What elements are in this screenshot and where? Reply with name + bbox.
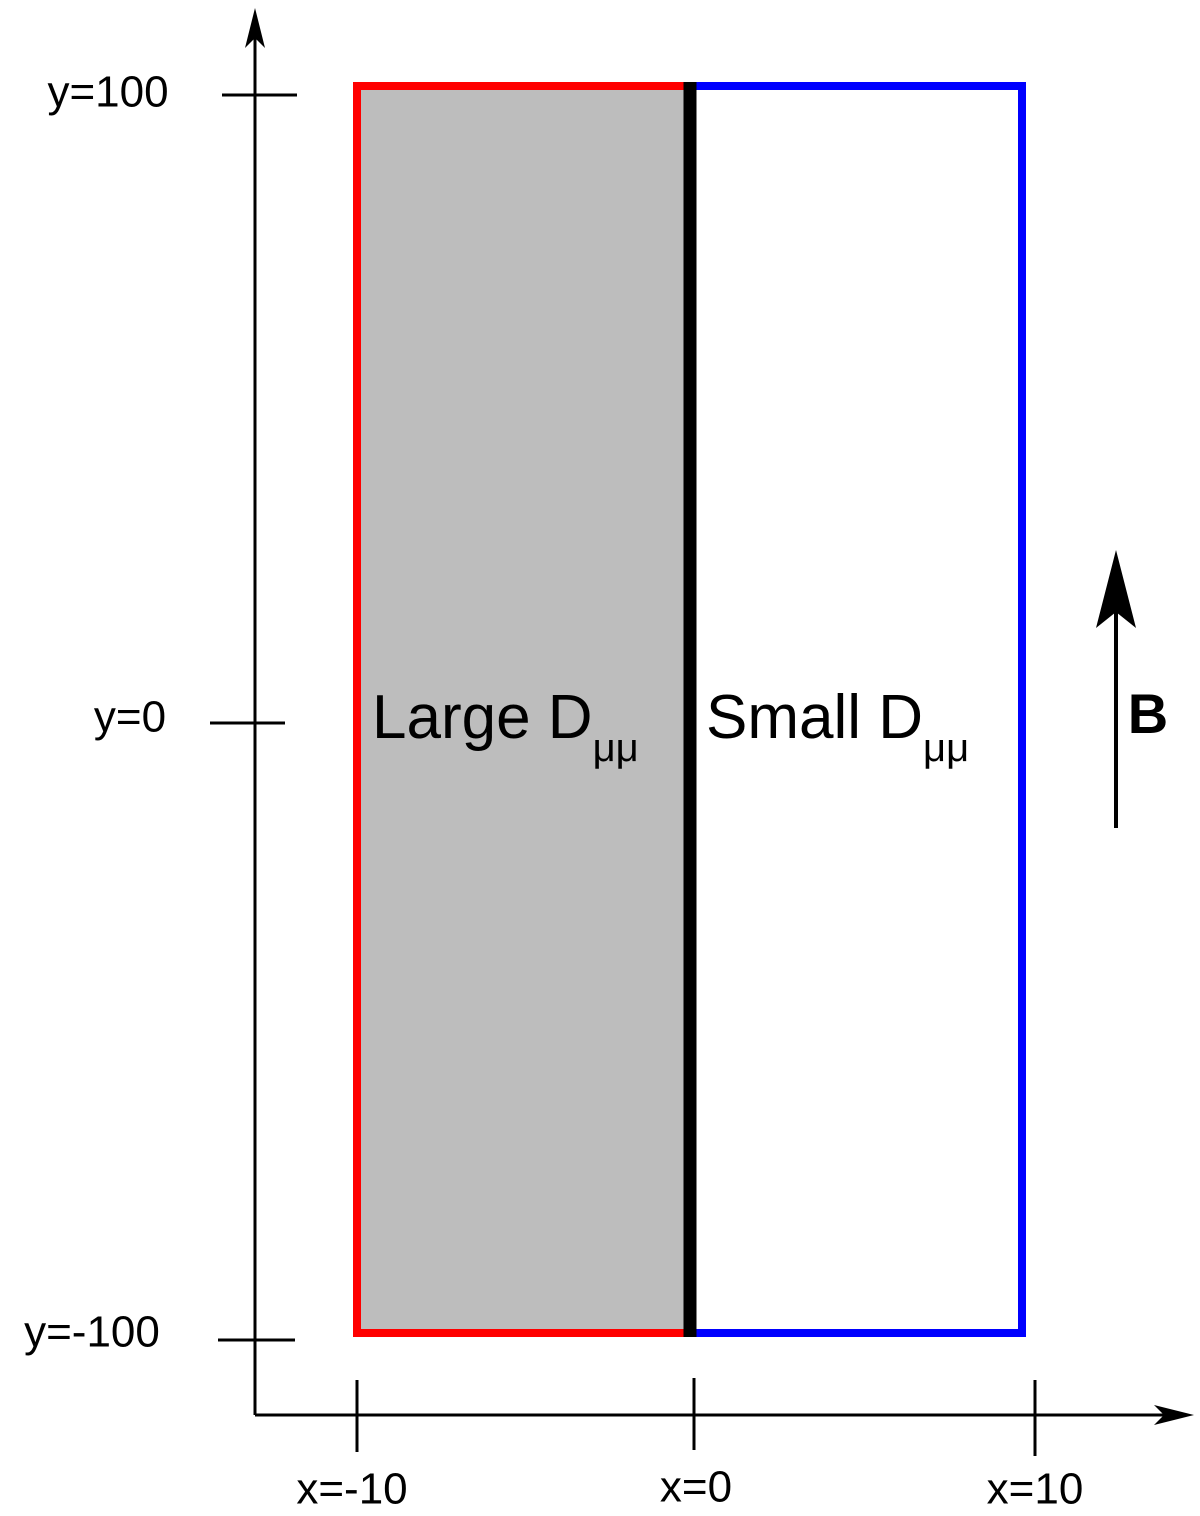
region-label-subscript: μμ bbox=[923, 726, 969, 770]
region-label-main: Large D bbox=[372, 683, 593, 752]
small-region bbox=[686, 82, 1026, 1337]
y-tick-label: y=100 bbox=[47, 68, 168, 117]
x-axis-arrow bbox=[1154, 1405, 1194, 1425]
field-label: B bbox=[1128, 682, 1168, 745]
field-arrowhead bbox=[1096, 550, 1136, 628]
region-label: Large Dμμ bbox=[372, 683, 639, 769]
region-label-main: Small D bbox=[706, 683, 923, 752]
x-tick-label: x=0 bbox=[660, 1463, 732, 1512]
large-region bbox=[353, 82, 694, 1337]
x-tick-label: x=10 bbox=[987, 1465, 1084, 1514]
y-tick-label: y=0 bbox=[94, 693, 166, 742]
y-axis-arrow bbox=[245, 8, 265, 48]
region-label: Small Dμμ bbox=[706, 683, 969, 769]
y-tick-label: y=-100 bbox=[24, 1308, 160, 1357]
region-label-subscript: μμ bbox=[593, 726, 639, 770]
x-tick-label: x=-10 bbox=[296, 1465, 407, 1514]
